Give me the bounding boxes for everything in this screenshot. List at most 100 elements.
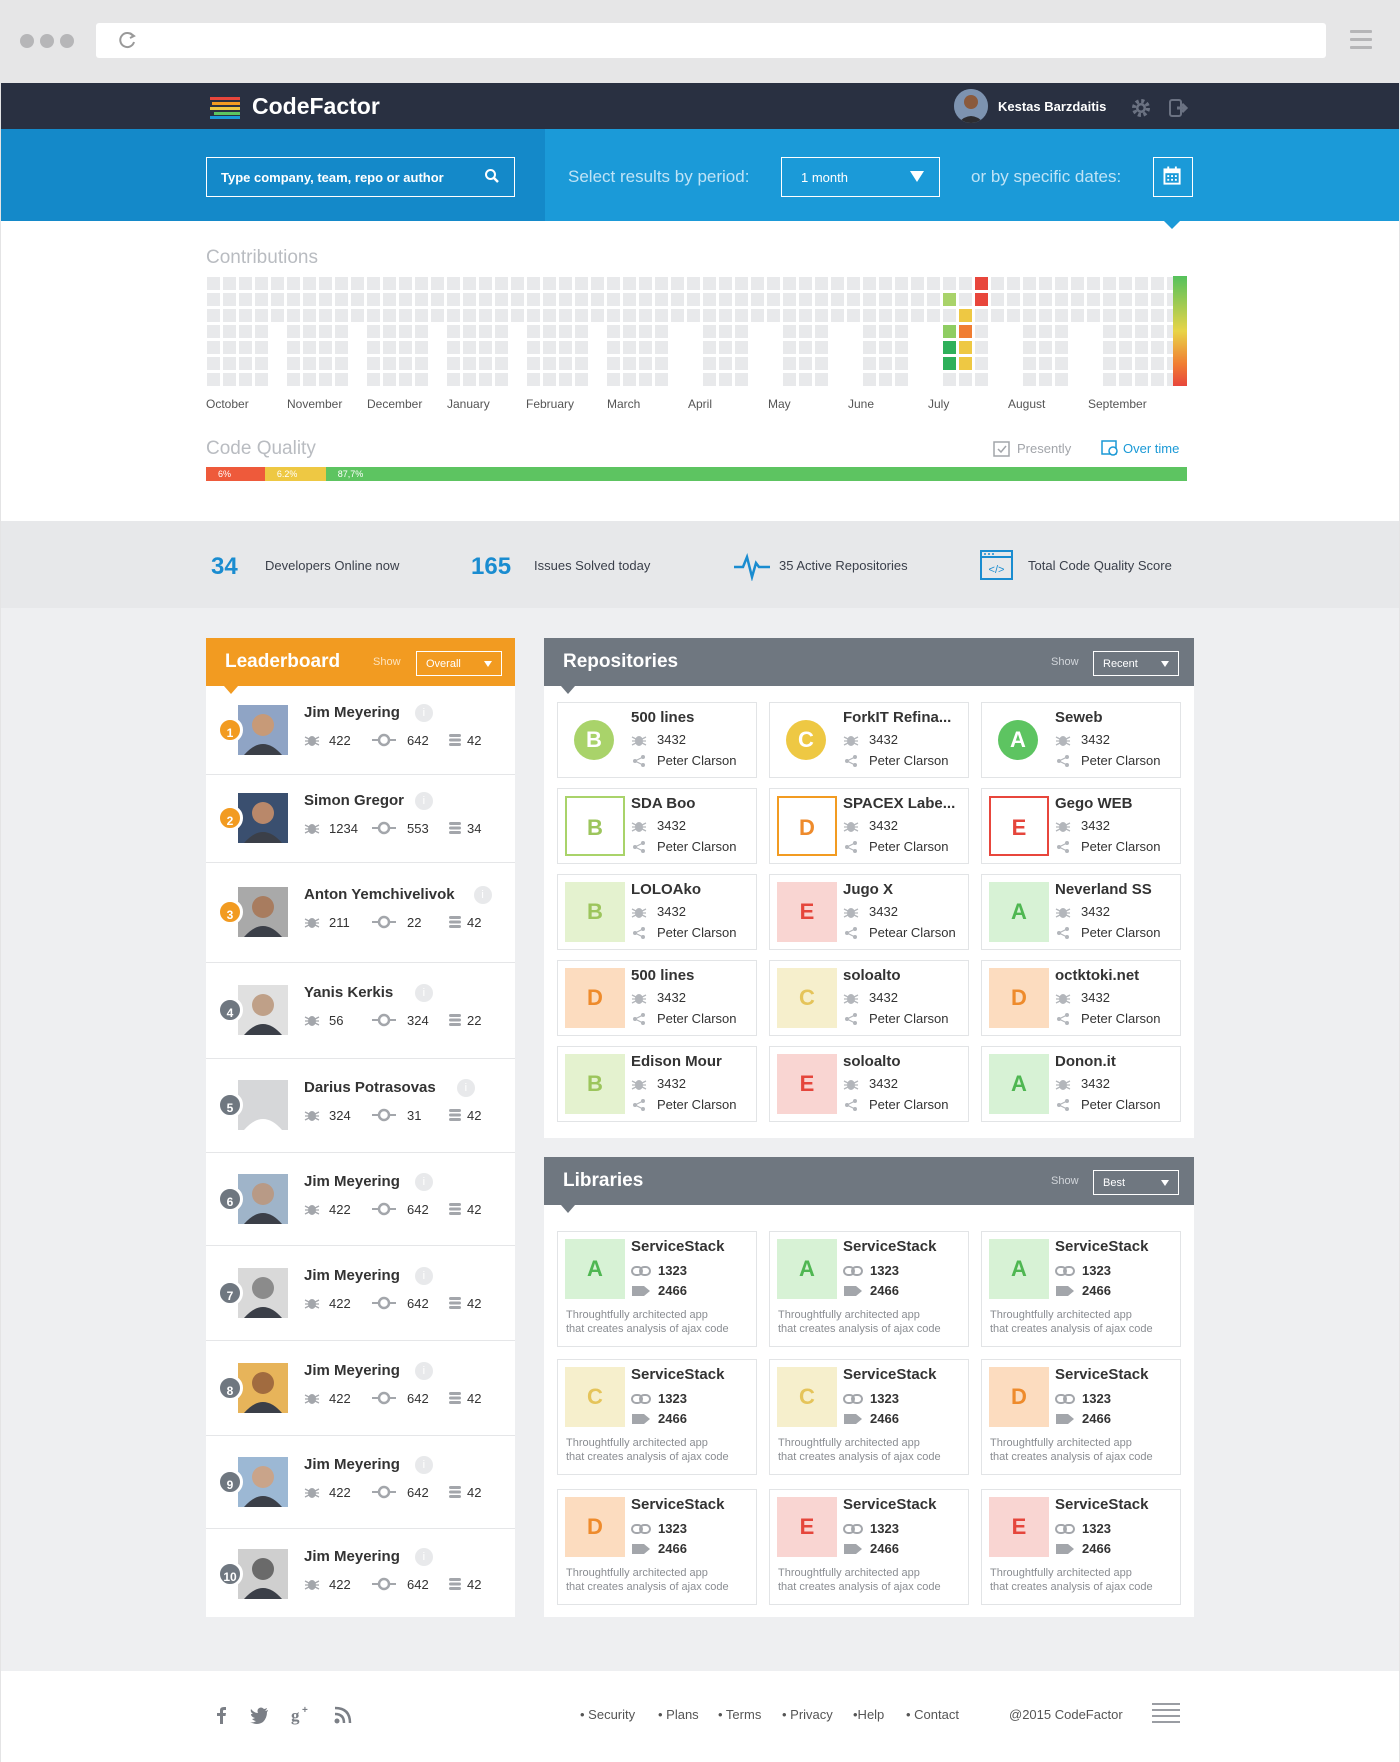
info-icon[interactable]: i	[473, 886, 492, 904]
avatar[interactable]	[238, 1362, 288, 1413]
repository-name[interactable]: LOLOAko	[631, 881, 701, 898]
repository-author[interactable]: Peter Clarson	[657, 1097, 737, 1112]
repository-author[interactable]: Peter Clarson	[869, 753, 949, 768]
presently-tab[interactable]: Presently	[1017, 441, 1072, 456]
logout-icon[interactable]	[1168, 97, 1190, 119]
facebook-icon[interactable]	[212, 1705, 232, 1725]
user-name[interactable]: Darius Potrasovas	[304, 1079, 436, 1096]
repository-name[interactable]: Seweb	[1055, 709, 1103, 726]
repository-author[interactable]: Peter Clarson	[869, 1097, 949, 1112]
repository-author[interactable]: Peter Clarson	[657, 753, 737, 768]
user-name[interactable]: Anton Yemchivelivok	[304, 886, 455, 903]
repository-name[interactable]: 500 lines	[631, 709, 695, 726]
avatar[interactable]	[238, 705, 288, 755]
twitter-icon[interactable]	[249, 1705, 269, 1725]
repository-name[interactable]: ForkIT Refina...	[843, 709, 952, 726]
repository-author[interactable]: Peter Clarson	[1081, 839, 1161, 854]
reload-icon[interactable]	[118, 30, 138, 50]
checklist-icon[interactable]	[993, 440, 1011, 457]
gear-icon[interactable]	[1130, 97, 1152, 119]
avatar[interactable]	[238, 1267, 288, 1318]
chevron-down-icon[interactable]	[910, 171, 924, 182]
repository-author[interactable]: Peter Clarson	[869, 1011, 949, 1026]
repository-author[interactable]: Peter Clarson	[869, 839, 949, 854]
repository-author[interactable]: Petear Clarson	[869, 925, 956, 940]
repository-name[interactable]: octktoki.net	[1055, 967, 1140, 984]
user-avatar[interactable]	[954, 89, 988, 123]
repository-name[interactable]: Jugo X	[843, 881, 894, 898]
chevron-down-icon[interactable]	[484, 661, 492, 667]
app-logo-text[interactable]: CodeFactor	[252, 93, 380, 119]
footer-link[interactable]: • Plans	[658, 1707, 699, 1722]
avatar[interactable]	[238, 1080, 288, 1130]
over-time-tab[interactable]: Over time	[1123, 441, 1180, 456]
chevron-down-icon[interactable]	[1161, 661, 1169, 667]
info-icon[interactable]: i	[414, 1172, 433, 1191]
avatar[interactable]	[238, 887, 288, 937]
rss-icon[interactable]	[333, 1705, 353, 1725]
repository-name[interactable]: soloalto	[843, 967, 901, 984]
repository-name[interactable]: Donon.it	[1055, 1053, 1116, 1070]
repository-name[interactable]: SPACEX Labe...	[843, 795, 956, 812]
footer-link[interactable]: • Contact	[906, 1707, 959, 1722]
info-icon[interactable]: i	[414, 792, 433, 810]
user-name[interactable]: Kestas Barzdaitis	[998, 99, 1107, 114]
avatar[interactable]	[238, 1456, 288, 1507]
user-name[interactable]: Yanis Kerkis	[304, 984, 394, 1001]
repository-author[interactable]: Peter Clarson	[1081, 925, 1161, 940]
user-name[interactable]: Jim Meyering	[304, 1548, 400, 1565]
avatar[interactable]	[238, 1173, 288, 1224]
avatar[interactable]	[238, 1549, 288, 1599]
repository-name[interactable]: Edison Mour	[631, 1053, 722, 1070]
leaderboard-select[interactable]: Overall	[416, 651, 502, 676]
repository-author[interactable]: Peter Clarson	[657, 839, 737, 854]
library-name[interactable]: ServiceStack	[843, 1238, 937, 1255]
user-name[interactable]: Jim Meyering	[304, 1266, 400, 1284]
repository-author[interactable]: Peter Clarson	[657, 925, 737, 940]
info-icon[interactable]: i	[414, 1548, 433, 1566]
window-dot-icon[interactable]	[20, 34, 34, 48]
library-name[interactable]: ServiceStack	[631, 1366, 725, 1383]
user-name[interactable]: Jim Meyering	[304, 704, 400, 721]
repositories-select[interactable]: Recent	[1093, 651, 1179, 676]
user-name[interactable]: Jim Meyering	[304, 1455, 400, 1473]
search-icon[interactable]	[484, 168, 500, 184]
repository-name[interactable]: soloalto	[843, 1053, 901, 1070]
calendar-button[interactable]	[1153, 157, 1193, 197]
info-icon[interactable]: i	[456, 1079, 475, 1097]
repository-name[interactable]: 500 lines	[631, 967, 695, 984]
footer-menu-icon[interactable]	[1152, 1703, 1180, 1725]
repository-author[interactable]: Peter Clarson	[1081, 1097, 1161, 1112]
user-name[interactable]: Jim Meyering	[304, 1172, 400, 1190]
library-name[interactable]: ServiceStack	[843, 1496, 937, 1513]
info-icon[interactable]: i	[414, 1266, 433, 1285]
user-name[interactable]: Jim Meyering	[304, 1361, 400, 1379]
window-dot-icon[interactable]	[40, 34, 54, 48]
library-name[interactable]: ServiceStack	[1055, 1496, 1149, 1513]
repository-name[interactable]: Neverland SS	[1055, 881, 1152, 898]
user-name[interactable]: Simon Gregor	[304, 792, 405, 809]
footer-link[interactable]: • Privacy	[782, 1707, 833, 1722]
library-name[interactable]: ServiceStack	[631, 1238, 725, 1255]
repository-name[interactable]: SDA Boo	[631, 795, 696, 812]
libraries-select[interactable]: Best	[1093, 1170, 1179, 1195]
library-name[interactable]: ServiceStack	[1055, 1238, 1149, 1255]
avatar[interactable]	[238, 985, 288, 1035]
info-icon[interactable]: i	[414, 984, 433, 1002]
repository-author[interactable]: Peter Clarson	[1081, 753, 1161, 768]
avatar[interactable]	[238, 793, 288, 843]
footer-link[interactable]: • Security	[580, 1707, 636, 1722]
repository-author[interactable]: Peter Clarson	[657, 1011, 737, 1026]
repository-author[interactable]: Peter Clarson	[1081, 1011, 1161, 1026]
chevron-down-icon[interactable]	[1161, 1180, 1169, 1186]
repository-name[interactable]: Gego WEB	[1055, 795, 1133, 812]
info-icon[interactable]: i	[414, 1361, 433, 1380]
library-name[interactable]: ServiceStack	[631, 1496, 725, 1513]
search-input[interactable]: Type company, team, repo or author	[206, 157, 515, 197]
google-plus-icon[interactable]: g +	[291, 1705, 315, 1725]
library-name[interactable]: ServiceStack	[843, 1366, 937, 1383]
info-icon[interactable]: i	[414, 704, 433, 722]
clock-calendar-icon[interactable]	[1101, 439, 1119, 457]
period-select[interactable]: 1 month	[781, 157, 940, 197]
footer-link[interactable]: •Help	[853, 1707, 885, 1722]
